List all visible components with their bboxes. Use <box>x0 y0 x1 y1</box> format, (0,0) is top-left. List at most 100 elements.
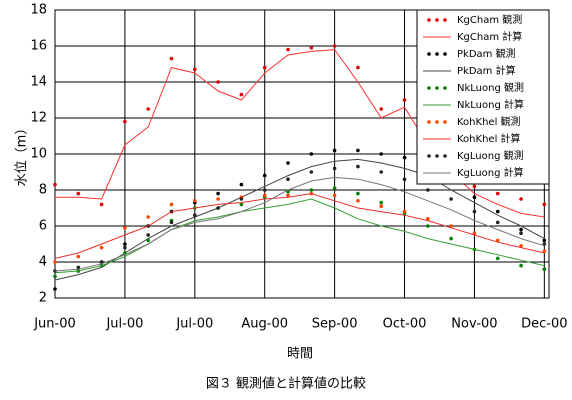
data-point <box>309 46 314 50</box>
data-point <box>216 80 220 84</box>
legend-label: NkLuong 観測 <box>457 81 524 94</box>
data-point <box>519 227 523 232</box>
data-point <box>53 287 57 291</box>
data-point <box>99 260 104 264</box>
data-point <box>449 236 453 241</box>
data-point <box>426 224 430 228</box>
data-point <box>239 202 244 207</box>
data-point <box>542 267 547 272</box>
x-tick-label: Jul-00 <box>105 317 143 332</box>
data-point <box>239 92 244 97</box>
y-tick-label: 6 <box>39 219 47 234</box>
legend-label: KohKhel 観測 <box>457 115 521 128</box>
data-point <box>356 191 360 196</box>
data-point <box>146 233 151 237</box>
data-point <box>356 199 360 203</box>
data-point <box>426 188 430 192</box>
data-point <box>76 254 81 259</box>
data-point <box>542 249 547 253</box>
data-point <box>99 202 104 207</box>
data-point <box>53 260 57 264</box>
data-point <box>379 152 384 156</box>
data-point <box>123 119 127 124</box>
x-tick-label: Oct-00 <box>383 317 427 332</box>
data-point <box>309 152 314 156</box>
legend-swatch <box>443 154 447 158</box>
legend-swatch <box>435 52 439 56</box>
data-point <box>193 213 197 217</box>
legend-swatch <box>435 18 439 22</box>
y-tick-label: 14 <box>30 75 47 90</box>
data-point <box>542 242 547 246</box>
y-tick-label: 10 <box>30 147 47 162</box>
data-point <box>519 231 523 235</box>
legend-label: PkDam 計算 <box>457 64 516 77</box>
legend-label: KohKhel 計算 <box>457 132 521 145</box>
x-tick-label: Aug-00 <box>241 317 288 332</box>
data-point <box>402 155 407 160</box>
data-point <box>542 238 547 243</box>
x-tick-label: Nov-00 <box>451 317 497 332</box>
data-point <box>193 67 197 72</box>
data-point <box>146 107 151 111</box>
data-point <box>286 193 290 198</box>
data-point <box>379 204 384 208</box>
x-tick-label: Sep-00 <box>312 317 358 332</box>
legend-swatch <box>427 154 431 158</box>
data-point <box>216 191 220 196</box>
y-axis-label: 水位（m） <box>15 122 30 187</box>
data-point <box>193 199 197 203</box>
data-point <box>379 107 384 111</box>
y-tick-label: 16 <box>30 39 47 54</box>
data-point <box>53 182 57 187</box>
data-point <box>495 191 500 196</box>
data-point <box>449 224 453 228</box>
legend-label: NkLuong 計算 <box>457 98 524 111</box>
data-point <box>332 166 337 171</box>
legend-label: KgLuong 計算 <box>457 166 524 179</box>
data-point <box>262 173 267 178</box>
legend-swatch <box>435 120 439 124</box>
data-point <box>216 197 220 201</box>
legend-box <box>416 9 550 185</box>
data-point <box>472 231 477 235</box>
data-point <box>309 170 314 174</box>
y-tick-label: 4 <box>39 255 47 270</box>
y-tick-label: 18 <box>30 3 47 18</box>
data-point <box>332 186 337 190</box>
data-point <box>495 256 500 261</box>
data-point <box>169 220 174 225</box>
data-point <box>262 193 267 198</box>
legend-swatch <box>443 52 447 56</box>
data-point <box>472 195 477 199</box>
series-line <box>54 198 545 274</box>
data-point <box>99 245 104 250</box>
data-point <box>262 65 267 70</box>
legend-swatch <box>435 86 439 90</box>
caption: 図３ 観測値と計算値の比較 <box>206 376 366 392</box>
data-point <box>495 238 500 243</box>
data-point <box>356 164 360 169</box>
data-point <box>262 188 267 192</box>
data-point <box>402 177 407 181</box>
legend-label: PkDam 観測 <box>457 47 516 60</box>
data-point <box>146 238 151 243</box>
x-axis-label: 時間 <box>287 347 313 362</box>
data-point <box>286 177 290 181</box>
data-point <box>123 242 127 246</box>
data-point <box>379 170 384 174</box>
data-point <box>239 182 244 187</box>
data-point <box>286 161 290 165</box>
legend-label: KgCham 観測 <box>457 13 522 26</box>
data-point <box>472 209 477 214</box>
y-tick-label: 8 <box>39 183 47 198</box>
series-line <box>54 176 545 272</box>
legend-swatch <box>427 120 431 124</box>
data-point <box>332 148 337 153</box>
data-point <box>332 44 337 48</box>
x-tick-label: Jul-00 <box>175 317 213 332</box>
data-point <box>519 244 523 248</box>
data-point <box>449 197 453 201</box>
data-point <box>76 191 81 196</box>
